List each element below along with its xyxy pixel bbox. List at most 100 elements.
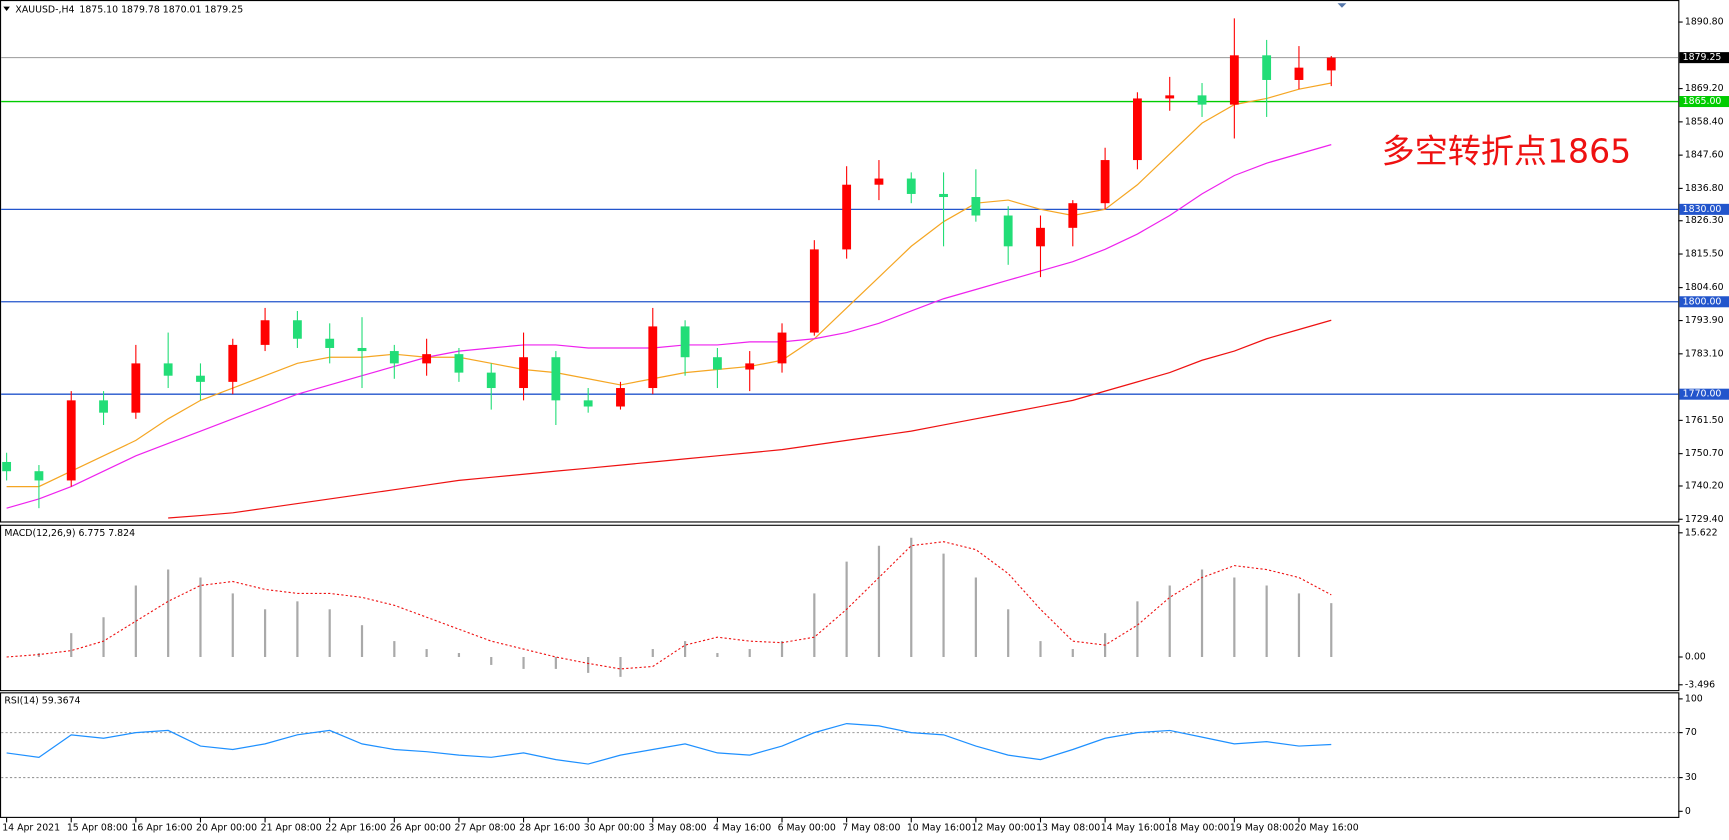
menu-arrow[interactable] — [3, 6, 10, 12]
x-tick-label: 6 May 00:00 — [778, 822, 836, 833]
y-tick-label: -3.496 — [1685, 679, 1715, 690]
y-tick-label: 1783.10 — [1685, 348, 1724, 359]
current-price-label: 1879.25 — [1683, 52, 1722, 63]
candle-body — [66, 400, 76, 481]
x-tick-label: 27 Apr 08:00 — [455, 822, 516, 833]
macd-signal — [6, 541, 1332, 670]
y-tick-label: 1793.90 — [1685, 315, 1724, 326]
level-label-box — [1679, 96, 1729, 108]
candle-body — [196, 375, 205, 382]
y-tick-label: 1815.50 — [1685, 249, 1724, 260]
candle-body — [712, 357, 722, 370]
y-tick-label: 1847.60 — [1685, 150, 1724, 161]
candle-body — [1068, 203, 1078, 228]
candle-body — [777, 332, 787, 364]
candle-body — [1165, 95, 1175, 99]
symbol-title: XAUUSD-,H4 — [15, 4, 74, 15]
x-tick-label: 26 Apr 00:00 — [390, 822, 451, 833]
candle-body — [454, 354, 464, 373]
x-tick-label: 4 May 16:00 — [713, 822, 771, 833]
candle-body — [551, 357, 561, 401]
y-tick-label: 0.00 — [1685, 651, 1706, 662]
candle-body — [745, 363, 755, 370]
rsi-line — [6, 722, 1332, 765]
candle-body — [422, 354, 432, 364]
candle-body — [389, 351, 399, 364]
x-tick-label: 15 Apr 08:00 — [67, 822, 128, 833]
y-tick-label: 1804.60 — [1685, 282, 1724, 293]
x-tick-label: 22 Apr 16:00 — [325, 822, 386, 833]
macd-panel — [0, 524, 1680, 692]
y-tick-label: 30 — [1685, 772, 1697, 783]
x-tick-label: 28 Apr 16:00 — [519, 822, 580, 833]
candle-body — [1036, 227, 1045, 247]
candle-body — [228, 344, 238, 382]
level-label: 1865.00 — [1683, 96, 1722, 107]
candle-body — [357, 347, 367, 352]
x-tick-label: 18 May 00:00 — [1165, 822, 1229, 833]
candle-body — [292, 320, 302, 339]
y-tick-label: 70 — [1685, 727, 1697, 738]
x-tick-label: 13 May 08:00 — [1036, 822, 1100, 833]
candle-body — [2, 461, 12, 472]
ohlc-readout: 1875.10 1879.78 1870.01 1879.25 — [79, 4, 243, 15]
candle-body — [1003, 215, 1013, 247]
y-tick-label: 100 — [1685, 693, 1703, 704]
rsi-title: RSI(14) 59.3674 — [4, 696, 80, 707]
x-tick-label: 3 May 08:00 — [648, 822, 706, 833]
y-tick-label: 1729.40 — [1685, 514, 1724, 525]
x-tick-label: 14 May 16:00 — [1101, 822, 1165, 833]
y-tick-label: 1740.20 — [1685, 480, 1724, 491]
level-label: 1830.00 — [1683, 204, 1722, 215]
candle-body — [971, 197, 981, 216]
moving-average — [6, 144, 1332, 509]
candle-body — [648, 326, 658, 389]
candle-body — [906, 178, 916, 194]
y-tick-label: 1869.20 — [1685, 83, 1724, 94]
x-tick-label: 7 May 08:00 — [842, 822, 900, 833]
x-tick-label: 10 May 16:00 — [907, 822, 971, 833]
moving-average — [6, 82, 1332, 488]
x-tick-label: 19 May 08:00 — [1230, 822, 1294, 833]
candle-body — [1294, 67, 1304, 80]
y-tick-label: 1890.80 — [1685, 17, 1724, 28]
candle-body — [131, 363, 141, 413]
main-panel — [0, 0, 1680, 523]
y-tick-label: 1836.80 — [1685, 183, 1724, 194]
level-label: 1770.00 — [1683, 389, 1722, 400]
x-tick-label: 14 Apr 2021 — [2, 822, 60, 833]
x-tick-label: 30 Apr 00:00 — [584, 822, 645, 833]
candle-body — [99, 400, 108, 413]
level-label-box — [1679, 203, 1729, 215]
candle-body — [1197, 95, 1207, 105]
candle-body — [325, 338, 335, 348]
candle-body — [34, 471, 44, 481]
candle-body — [583, 400, 593, 407]
level-label-box — [1679, 296, 1729, 308]
candle-body — [874, 178, 884, 185]
candle-body — [519, 357, 528, 389]
moving-average — [168, 319, 1332, 519]
candle-body — [163, 363, 173, 376]
macd-title: MACD(12,26,9) 6.775 7.824 — [4, 528, 135, 539]
x-tick-label: 12 May 00:00 — [971, 822, 1035, 833]
level-label: 1800.00 — [1683, 296, 1722, 307]
y-tick-label: 1858.40 — [1685, 116, 1724, 127]
candle-body — [1229, 55, 1239, 105]
y-tick-label: 1761.50 — [1685, 415, 1724, 426]
rsi-panel — [0, 692, 1680, 818]
candle-body — [1326, 57, 1336, 71]
x-tick-label: 21 Apr 08:00 — [261, 822, 322, 833]
y-tick-label: 0 — [1685, 806, 1691, 817]
candle-body — [809, 249, 819, 333]
x-tick-label: 20 May 16:00 — [1295, 822, 1359, 833]
annotation: 多空转折点1865 — [1382, 132, 1632, 171]
candle-body — [616, 388, 625, 407]
current-price-box — [1679, 52, 1729, 64]
candle-body — [939, 193, 948, 198]
level-label-box — [1679, 388, 1729, 400]
candle-body — [1100, 160, 1110, 204]
candle-body — [842, 184, 852, 250]
